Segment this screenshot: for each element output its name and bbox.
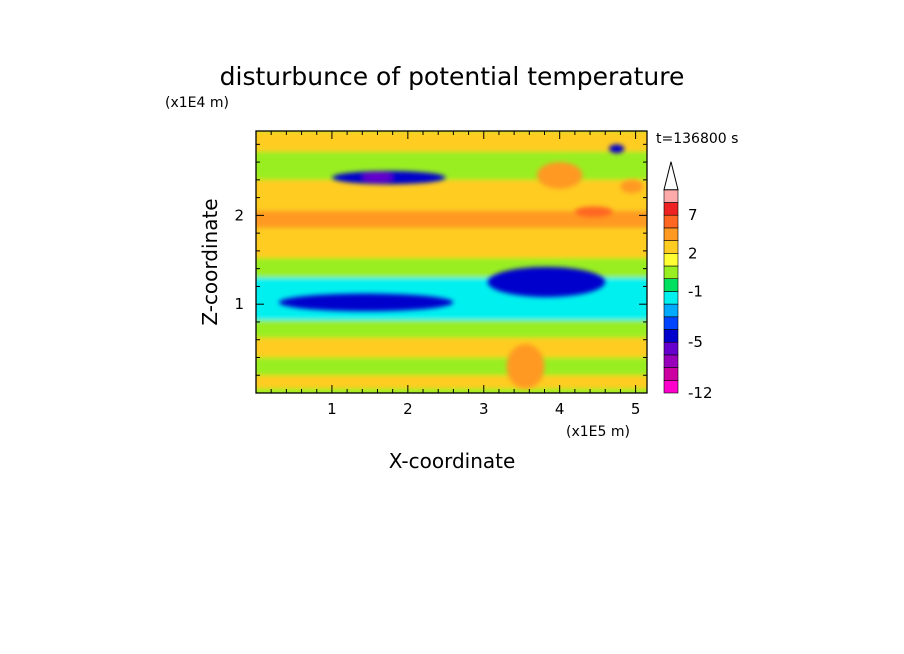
heatmap-band [256, 227, 647, 259]
colorbar-cell [663, 316, 679, 330]
heatmap-feature [609, 144, 625, 154]
colorbar-cell [663, 240, 679, 254]
colorbar-cell [663, 189, 679, 203]
y-tick-label: 1 [234, 295, 244, 313]
heatmap-band [256, 131, 647, 152]
heatmap-bands [256, 131, 647, 393]
x-axis-label: X-coordinate [389, 449, 516, 473]
colorbar-tick-label: -1 [688, 282, 703, 300]
colorbar-tick-label: -12 [688, 384, 713, 402]
chart-title: disturbunce of potential temperature [220, 62, 685, 91]
heatmap-band [256, 320, 647, 338]
colorbar-cell [663, 379, 679, 394]
x-tick-label: 5 [631, 400, 641, 418]
heatmap-feature [278, 293, 454, 312]
heatmap-feature [487, 266, 606, 298]
colorbar-cell [663, 303, 679, 318]
colorbar-cell [663, 202, 679, 216]
colorbar-cell [663, 265, 679, 279]
colorbar-tick-label: 2 [688, 244, 698, 262]
colorbar: -12-5-127 [663, 161, 713, 402]
x-unit-label: (x1E5 m) [566, 424, 630, 440]
heatmap-feature [536, 162, 583, 189]
heatmap-feature [506, 344, 545, 389]
colorbar-cell [663, 278, 679, 292]
x-tick-label: 1 [327, 400, 337, 418]
colorbar-cell [663, 253, 679, 267]
time-label: t=136800 s [656, 131, 738, 147]
y-unit-label: (x1E4 m) [165, 95, 229, 111]
heatmap-band [256, 337, 647, 358]
y-axis-label: Z-coordinate [198, 198, 222, 325]
heatmap-feature [574, 206, 613, 218]
colorbar-cell [663, 354, 679, 368]
y-axis-ticks: 12 [234, 143, 647, 376]
colorbar-cell [663, 291, 679, 305]
heatmap-feature [362, 172, 393, 182]
x-tick-label: 2 [403, 400, 413, 418]
heatmap-band [256, 210, 647, 228]
heatmap-band [256, 375, 647, 389]
colorbar-cell [663, 329, 679, 343]
colorbar-tick-label: 7 [688, 206, 698, 224]
colorbar-extend-arrow [663, 161, 679, 191]
x-tick-label: 3 [479, 400, 489, 418]
heatmap-band [256, 179, 647, 211]
x-tick-label: 4 [555, 400, 565, 418]
heatmap-band [256, 357, 647, 376]
x-axis-ticks: 1 2 3 4 5 [270, 131, 641, 418]
colorbar-cell [663, 214, 679, 229]
colorbar-cell [663, 367, 679, 381]
plot-frame [255, 130, 648, 394]
heatmap-plot-area [256, 131, 647, 393]
y-tick-label: 2 [234, 206, 244, 224]
colorbar-tick-label: -5 [688, 333, 703, 351]
heatmap-band [256, 151, 647, 180]
heatmap-features [278, 144, 644, 389]
colorbar-cell [663, 341, 679, 356]
colorbar-cell [663, 227, 679, 241]
heatmap-feature [620, 179, 644, 194]
